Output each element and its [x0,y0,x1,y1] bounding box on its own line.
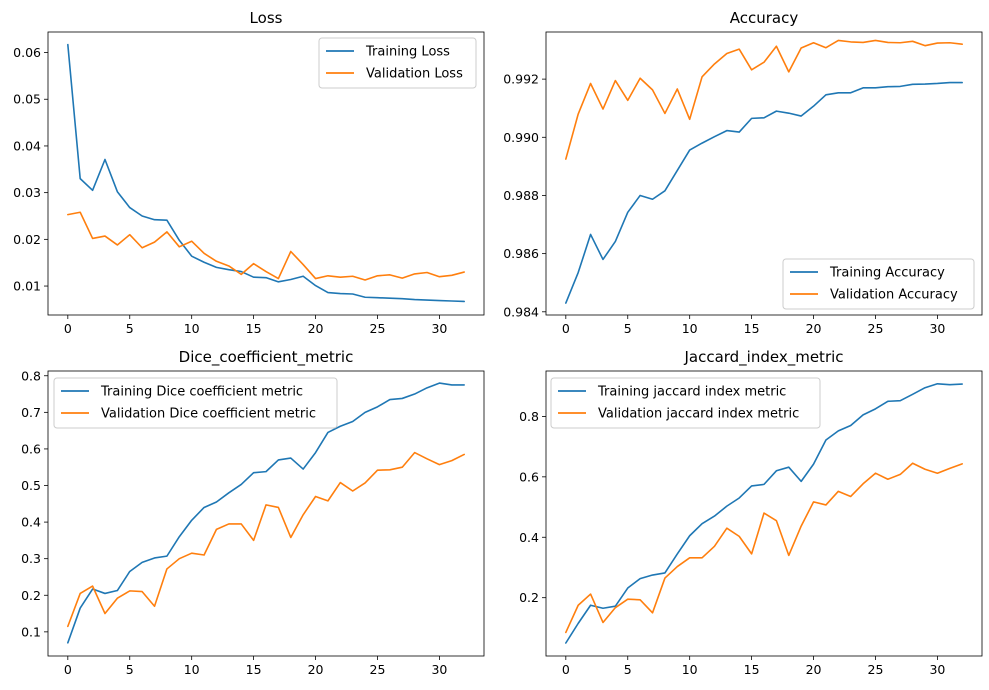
series-line-training [565,81,963,304]
x-tick-label: 15 [744,321,760,336]
y-tick-label: 0.6 [21,441,41,456]
legend: Training Dice coefficient metric Validati… [53,377,338,429]
series-line-training [67,382,465,644]
x-tick-label: 0 [562,662,570,677]
y-tick-label: 0.02 [13,232,41,247]
x-tick-label: 30 [929,321,945,336]
series-line-training [565,382,963,644]
y-tick-label: 0.8 [21,368,41,383]
y-tick-label: 0.986 [503,246,539,261]
x-tick-label: 10 [682,321,698,336]
y-tick-label: 0.8 [519,409,539,424]
series-line-training [67,43,465,303]
x-tick-label: 5 [624,662,632,677]
axes-frame [545,31,983,316]
y-tick-label: 0.992 [503,72,539,87]
x-tick-label: 0 [64,321,72,336]
x-tick-label: 25 [370,662,386,677]
legend-box [782,258,975,310]
y-tick-label: 0.3 [21,551,41,566]
subplot-3: Dice_coefficient_metric 0 5 10 15 20 25 30 0.1 0.… [21,348,485,677]
x-tick-label: 20 [806,662,822,677]
legend-label: Validation jaccard index metric [598,407,799,422]
legend-box [550,377,821,429]
legend-label: Validation Dice coefficient metric [101,407,316,422]
axes-frame [545,370,983,657]
y-tick-label: 0.4 [21,515,41,530]
x-tick-label: 10 [682,662,698,677]
y-tick-label: 0.2 [21,588,41,603]
x-tick-label: 10 [184,662,200,677]
legend-box [53,377,338,429]
subplot-1: Loss 0 5 10 15 20 25 30 0.01 0.02 0.03 0.04 0.05 0.06… [13,9,485,336]
subplot-4: Jaccard_index_metric 0 5 10 15 20 25 30 0.2 0.4 0.… [519,348,983,677]
axes-frame [47,370,485,657]
y-tick-label: 0.5 [21,478,41,493]
y-tick-label: 0.05 [13,92,41,107]
legend-label: Training Dice coefficient metric [100,385,303,400]
x-tick-label: 5 [126,662,134,677]
y-tick-label: 0.2 [519,590,539,605]
subplot-2: Accuracy 0 5 10 15 20 25 30 0.984 0.986 0.988 0.990… [503,9,983,336]
series-line-validation [565,39,963,160]
x-tick-label: 20 [806,321,822,336]
x-tick-label: 5 [126,321,134,336]
y-tick-label: 0.1 [21,624,41,639]
legend: Training jaccard index metric Validation … [550,377,821,429]
x-tick-label: 10 [184,321,200,336]
series-line-validation [67,211,465,281]
x-tick-label: 30 [929,662,945,677]
legend-box [318,37,477,89]
subplot-title: Accuracy [730,9,799,27]
y-tick-label: 0.6 [519,469,539,484]
x-tick-label: 25 [370,321,386,336]
x-tick-label: 25 [868,662,884,677]
x-tick-label: 30 [431,662,447,677]
subplot-title: Loss [250,9,283,27]
x-tick-label: 20 [308,662,324,677]
y-tick-label: 0.01 [13,279,41,294]
legend-label: Training Accuracy [829,266,945,281]
legend-label: Training Loss [365,45,450,60]
subplot-title: Jaccard_index_metric [683,348,843,367]
x-tick-label: 15 [246,662,262,677]
legend: Training Accuracy Validation Accuracy [782,258,975,310]
y-tick-label: 0.7 [21,405,41,420]
y-tick-label: 0.984 [503,304,539,319]
x-tick-label: 15 [246,321,262,336]
y-tick-label: 0.06 [13,45,41,60]
x-tick-label: 30 [431,321,447,336]
subplot-title: Dice_coefficient_metric [179,348,354,367]
legend: Training Loss Validation Loss [318,37,477,89]
series-line-validation [67,451,465,628]
x-tick-label: 25 [868,321,884,336]
y-tick-label: 0.4 [519,530,539,545]
y-tick-label: 0.03 [13,185,41,200]
series-line-validation [565,462,963,634]
x-tick-label: 20 [308,321,324,336]
x-tick-label: 0 [562,321,570,336]
x-tick-label: 15 [744,662,760,677]
y-tick-label: 0.04 [13,138,41,153]
legend-label: Validation Loss [366,67,463,82]
y-tick-label: 0.990 [503,130,539,145]
x-tick-label: 5 [624,321,632,336]
legend-label: Validation Accuracy [830,288,958,303]
axes-frame [47,31,485,316]
y-tick-label: 0.988 [503,188,539,203]
legend-label: Training jaccard index metric [597,385,786,400]
x-tick-label: 0 [64,662,72,677]
